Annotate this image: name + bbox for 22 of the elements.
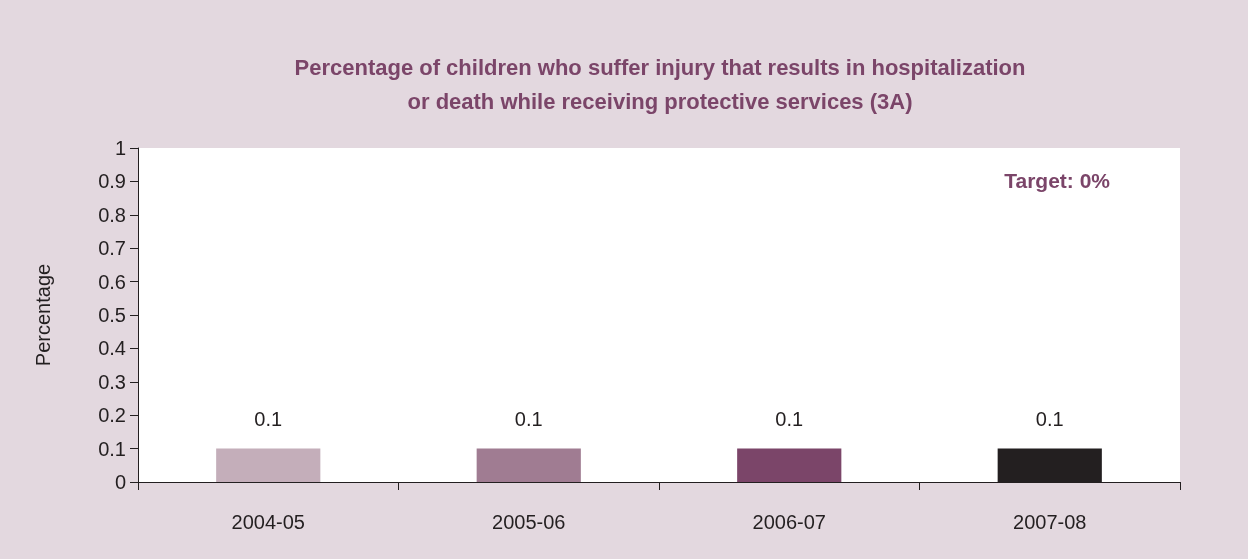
- x-tick-label: 2006-07: [752, 511, 826, 533]
- y-tick-label: 0.7: [98, 237, 126, 260]
- data-label: 0.1: [1035, 407, 1064, 430]
- data-label: 0.1: [775, 407, 804, 430]
- y-tick-label: 0.9: [98, 170, 126, 193]
- x-tick-label: 2007-08: [1013, 511, 1087, 533]
- data-label: 0.1: [254, 407, 283, 430]
- y-tick-label: 0.1: [98, 437, 126, 460]
- y-tick-label: 0.4: [98, 337, 126, 360]
- y-tick-label: 0.6: [98, 270, 126, 293]
- y-tick-label: 1: [114, 137, 126, 159]
- y-tick-label: 0: [114, 471, 126, 493]
- annotation: Target: 0%: [1004, 169, 1111, 192]
- y-tick-label: 0.8: [98, 203, 126, 226]
- x-tick-label: 2004-05: [231, 511, 305, 533]
- chart-title: Percentage of children who suffer injury that results in hospitalization or death while receiving protective services (3A): [294, 54, 1026, 114]
- y-tick-label: 0.2: [98, 404, 126, 427]
- y-tick-label: 0.5: [98, 304, 126, 326]
- x-tick-label: 2005-06: [492, 511, 566, 533]
- y-tick-label: 0.3: [98, 370, 126, 393]
- data-label: 0.1: [514, 407, 543, 430]
- y-axis-title: Percentage: [32, 263, 54, 367]
